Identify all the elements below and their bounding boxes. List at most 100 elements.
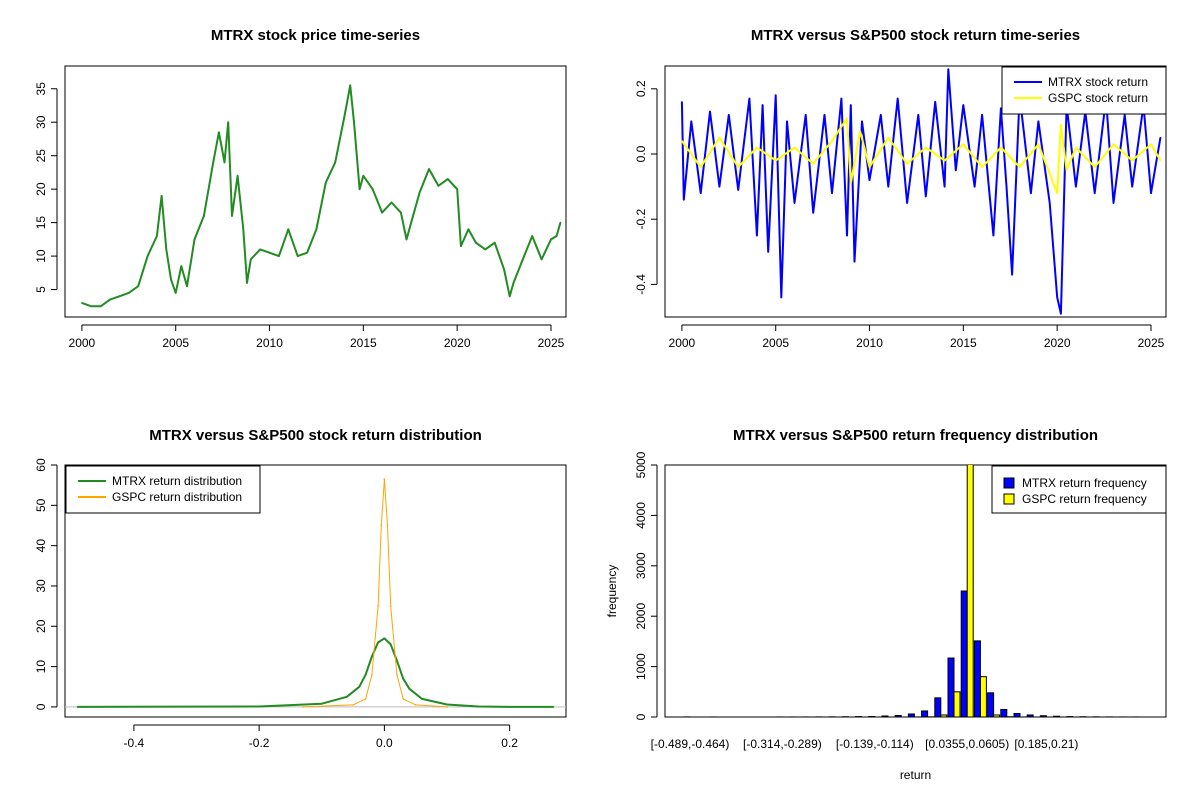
data-point (850, 182, 852, 185)
chart-2: MTRX versus S&P500 stock return time-ser… (634, 27, 1167, 350)
series-line (302, 478, 448, 708)
data-point (512, 282, 515, 284)
bar (815, 716, 823, 717)
data-point (786, 120, 788, 123)
data-point (396, 673, 398, 676)
bar (683, 716, 691, 717)
y-tick-label: 25 (34, 149, 48, 163)
data-point (231, 215, 233, 217)
bar (907, 713, 915, 717)
data-point (174, 292, 177, 294)
data-point (212, 161, 214, 164)
data-point (1037, 120, 1040, 123)
legend-box (1001, 66, 1167, 115)
data-point (302, 706, 304, 708)
data-point (146, 255, 149, 257)
data-point (193, 238, 196, 241)
chart-title: MTRX versus S&P500 stock return distribu… (149, 427, 482, 444)
data-point (1075, 146, 1077, 149)
data-point (1056, 192, 1058, 194)
bar (973, 640, 981, 717)
data-point (1060, 312, 1062, 315)
bar (1119, 716, 1127, 717)
data-point (774, 159, 777, 162)
bar (993, 714, 1001, 717)
data-point (296, 255, 299, 257)
data-point (493, 241, 496, 244)
data-point (258, 705, 260, 708)
data-point (380, 524, 383, 527)
data-point (1000, 107, 1002, 110)
bar (1013, 712, 1021, 717)
legend-label: MTRX return frequency (1022, 476, 1147, 490)
data-point (250, 258, 252, 261)
data-point (718, 185, 721, 188)
legend-box (65, 465, 261, 514)
data-point (371, 188, 374, 190)
x-tick-label: 2015 (350, 336, 377, 350)
data-point (1030, 192, 1032, 194)
y-tick-label: 3000 (634, 552, 648, 579)
bar (1039, 715, 1047, 717)
y-tick-label: 1000 (634, 653, 648, 680)
data-point (227, 121, 229, 123)
data-point (477, 705, 480, 708)
legend-label: GSPC return frequency (1022, 492, 1147, 506)
data-point (383, 637, 386, 640)
data-point (709, 110, 711, 113)
data-point (823, 114, 826, 116)
data-point (1150, 143, 1152, 145)
data-point (81, 302, 83, 304)
bar (979, 676, 987, 717)
data-point (325, 181, 327, 184)
bar (1079, 716, 1087, 717)
data-point (812, 211, 814, 214)
bar (913, 716, 921, 717)
bar (1132, 716, 1140, 717)
data-point (756, 234, 758, 237)
data-point (1060, 123, 1062, 126)
bar (1066, 716, 1074, 717)
data-point (390, 201, 393, 204)
data-point (170, 278, 172, 281)
legend: MTRX stock return GSPC stock return (1001, 66, 1167, 115)
bar (709, 716, 717, 717)
bar (1105, 716, 1113, 717)
x-axis-label: return (900, 768, 931, 782)
data-point (728, 114, 730, 116)
y-tick-label: 50 (34, 498, 48, 512)
y-tick-label: 35 (34, 82, 48, 96)
chart-title: MTRX versus S&P500 return frequency dist… (733, 427, 1098, 444)
y-tick-label: 20 (34, 182, 48, 196)
y-tick-label: 4000 (634, 502, 648, 529)
x-tick-label: [-0.489,-0.464) (651, 737, 730, 751)
data-point (840, 97, 843, 100)
x-tick-label: 2010 (856, 336, 883, 350)
data-point (437, 185, 440, 187)
data-point (1159, 136, 1162, 139)
data-point (962, 143, 965, 145)
x-tick-label: 2020 (444, 336, 471, 350)
data-point (386, 524, 389, 527)
data-point (859, 130, 861, 132)
data-point (1005, 185, 1008, 188)
data-point (906, 202, 908, 204)
data-point (475, 241, 477, 244)
data-point (118, 295, 121, 298)
data-point (1000, 146, 1002, 149)
x-tick-label: 2025 (1138, 336, 1165, 350)
data-point (973, 185, 976, 188)
data-point (411, 218, 413, 221)
data-point (268, 251, 271, 254)
data-point (446, 706, 448, 708)
data-point (861, 120, 863, 123)
y-tick-label: 10 (34, 249, 48, 263)
bar (966, 465, 974, 717)
data-point (896, 97, 899, 100)
bar (1026, 714, 1034, 717)
x-tick-label: 2005 (762, 336, 789, 350)
chart-title: MTRX versus S&P500 stock return time-ser… (751, 27, 1080, 44)
data-point (99, 305, 102, 308)
data-point (981, 114, 983, 116)
data-point (681, 101, 683, 103)
